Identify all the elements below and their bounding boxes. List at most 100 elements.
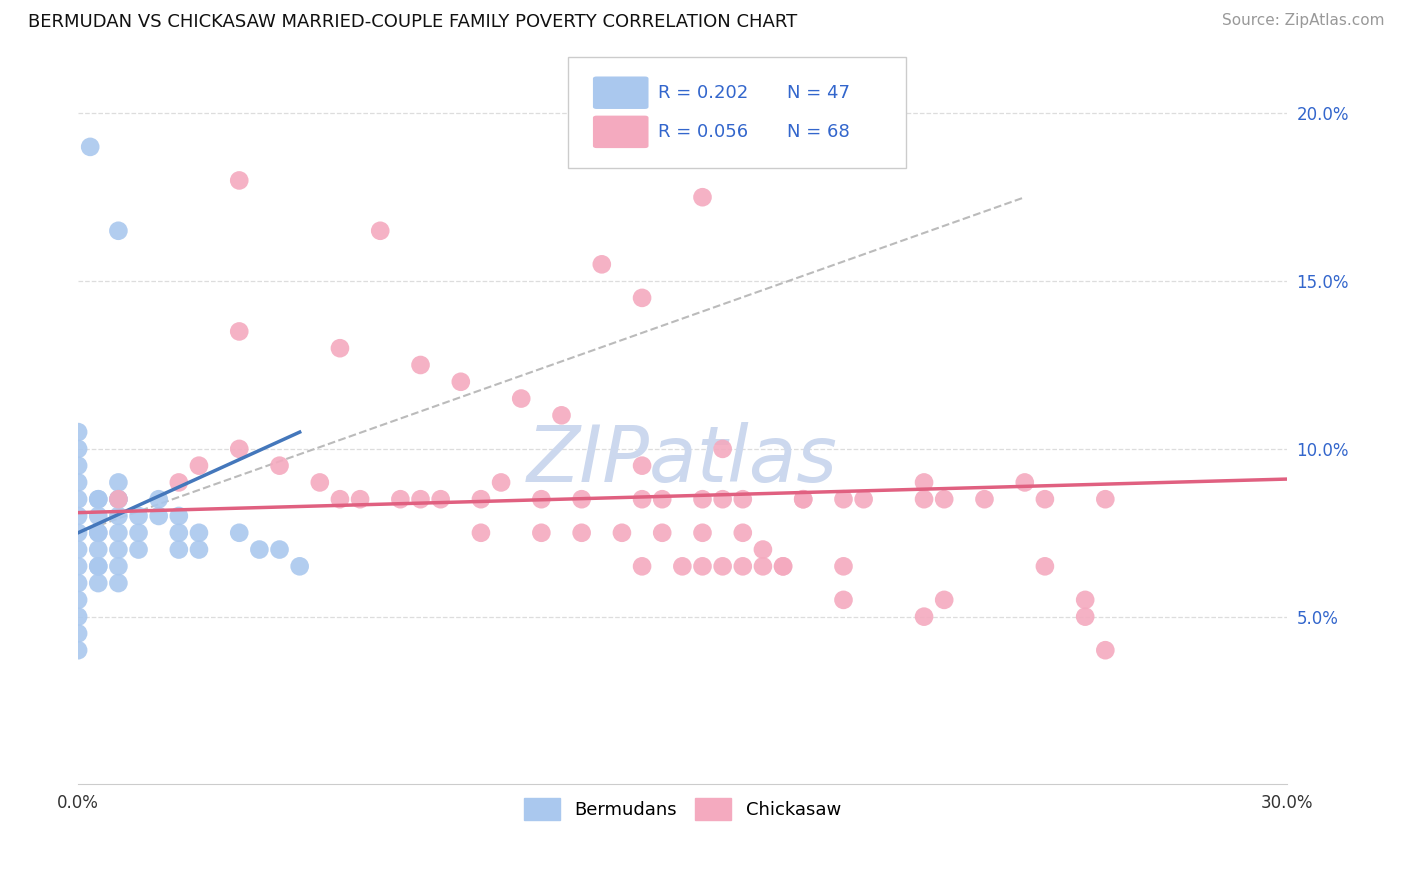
Point xyxy=(1074,609,1097,624)
Point xyxy=(67,626,90,640)
Point xyxy=(329,492,352,507)
Point xyxy=(107,492,129,507)
Point xyxy=(1033,492,1056,507)
Point xyxy=(87,525,110,540)
Point xyxy=(651,525,673,540)
Point xyxy=(107,559,129,574)
Point xyxy=(188,525,211,540)
Point xyxy=(87,559,110,574)
Point xyxy=(67,525,90,540)
Point xyxy=(409,492,432,507)
Point xyxy=(228,173,250,187)
Text: BERMUDAN VS CHICKASAW MARRIED-COUPLE FAMILY POVERTY CORRELATION CHART: BERMUDAN VS CHICKASAW MARRIED-COUPLE FAM… xyxy=(28,13,797,31)
Point xyxy=(571,492,593,507)
Point xyxy=(148,492,170,507)
Point xyxy=(67,576,90,591)
Point xyxy=(107,492,129,507)
Point xyxy=(731,525,754,540)
Point xyxy=(651,492,673,507)
Point xyxy=(67,492,90,507)
Point xyxy=(631,458,654,473)
Point xyxy=(79,140,101,154)
Point xyxy=(752,542,775,557)
Point xyxy=(368,224,391,238)
Point xyxy=(792,492,814,507)
Point xyxy=(1094,643,1116,657)
Point xyxy=(450,375,472,389)
Point xyxy=(67,593,90,607)
Point xyxy=(167,508,190,523)
Point xyxy=(247,542,270,557)
Point xyxy=(711,442,734,456)
Point xyxy=(470,492,492,507)
Point xyxy=(67,559,90,574)
Point xyxy=(1014,475,1036,490)
Point xyxy=(308,475,330,490)
Point xyxy=(107,542,129,557)
Point xyxy=(610,525,633,540)
Point xyxy=(429,492,451,507)
Point xyxy=(67,609,90,624)
Point xyxy=(67,542,90,557)
Point xyxy=(67,475,90,490)
Point xyxy=(87,492,110,507)
Point xyxy=(128,525,150,540)
Point xyxy=(912,475,935,490)
Point xyxy=(188,458,211,473)
Point xyxy=(832,492,855,507)
Point xyxy=(87,525,110,540)
Text: Source: ZipAtlas.com: Source: ZipAtlas.com xyxy=(1222,13,1385,29)
Point xyxy=(489,475,512,490)
Point xyxy=(692,525,714,540)
FancyBboxPatch shape xyxy=(593,116,648,148)
Point xyxy=(671,559,693,574)
Point xyxy=(67,425,90,439)
Point xyxy=(67,643,90,657)
Point xyxy=(349,492,371,507)
Text: R = 0.056: R = 0.056 xyxy=(658,123,748,141)
Point xyxy=(912,492,935,507)
Point xyxy=(87,559,110,574)
Point xyxy=(107,492,129,507)
Point xyxy=(631,492,654,507)
Text: N = 68: N = 68 xyxy=(787,123,851,141)
Point xyxy=(148,508,170,523)
Point xyxy=(87,542,110,557)
Point xyxy=(107,224,129,238)
Point xyxy=(1033,559,1056,574)
Point xyxy=(87,576,110,591)
Point xyxy=(510,392,533,406)
Point xyxy=(470,525,492,540)
Point xyxy=(269,542,291,557)
Point xyxy=(772,559,794,574)
Point xyxy=(107,508,129,523)
Point xyxy=(167,525,190,540)
Point xyxy=(167,475,190,490)
FancyBboxPatch shape xyxy=(568,57,905,168)
Point xyxy=(692,559,714,574)
Point xyxy=(329,341,352,355)
Point xyxy=(591,257,613,271)
Point xyxy=(167,542,190,557)
Point xyxy=(107,525,129,540)
Point xyxy=(752,559,775,574)
Text: N = 47: N = 47 xyxy=(787,84,851,102)
Point xyxy=(711,492,734,507)
Point xyxy=(67,442,90,456)
Point xyxy=(631,559,654,574)
Point xyxy=(692,492,714,507)
Point xyxy=(692,190,714,204)
Point xyxy=(107,475,129,490)
Text: R = 0.202: R = 0.202 xyxy=(658,84,748,102)
Point xyxy=(731,559,754,574)
Point xyxy=(934,593,956,607)
Point xyxy=(530,492,553,507)
Point xyxy=(87,492,110,507)
Point xyxy=(711,559,734,574)
Text: ZIPatlas: ZIPatlas xyxy=(527,422,838,498)
Point xyxy=(1094,492,1116,507)
Point xyxy=(67,508,90,523)
FancyBboxPatch shape xyxy=(593,77,648,109)
Point xyxy=(228,325,250,339)
Point xyxy=(288,559,311,574)
